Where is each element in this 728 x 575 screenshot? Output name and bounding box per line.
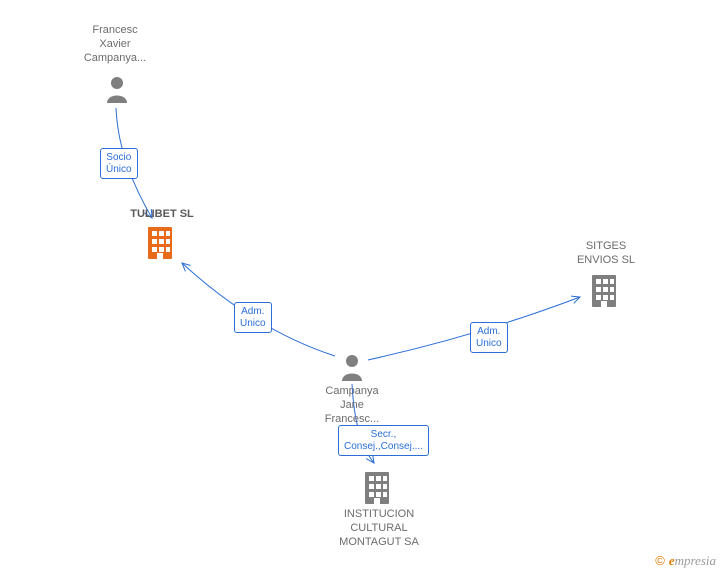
edge-label: Secr.,Consej.,Consej.... <box>338 425 429 456</box>
edge-label: Adm.Unico <box>470 322 508 353</box>
edge-label: Adm.Unico <box>234 302 272 333</box>
watermark: ©empresia <box>655 553 716 569</box>
edge-label: SocioÚnico <box>100 148 138 179</box>
node-label: TULIBET SL <box>117 208 207 222</box>
diagram-canvas <box>0 0 728 575</box>
building-icon[interactable] <box>365 472 389 504</box>
node-label: INSTITUCIONCULTURALMONTAGUT SA <box>334 508 424 549</box>
person-icon[interactable] <box>342 355 362 381</box>
node-label: SITGESENVIOS SL <box>561 240 651 268</box>
node-label: FrancescXavierCampanya... <box>70 24 160 65</box>
building-icon[interactable] <box>148 227 172 259</box>
watermark-rest: mpresia <box>675 553 716 568</box>
copyright-symbol: © <box>655 553 665 568</box>
building-icon[interactable] <box>592 275 616 307</box>
node-label: CampanyaJaneFrancesc... <box>307 385 397 426</box>
person-icon[interactable] <box>107 77 127 103</box>
